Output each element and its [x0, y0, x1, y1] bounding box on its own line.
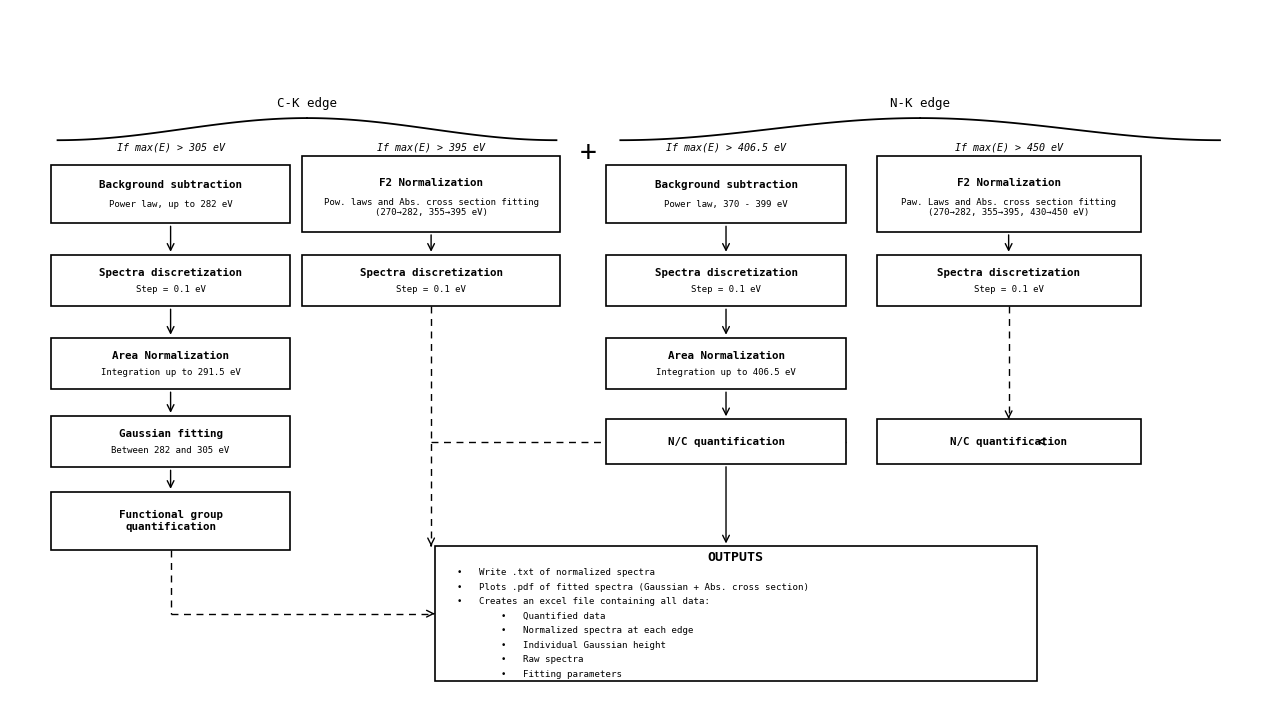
Text: •   Creates an excel file containing all data:: • Creates an excel file containing all d… — [457, 597, 710, 606]
Text: Background subtraction: Background subtraction — [654, 180, 797, 190]
Text: •   Quantified data: • Quantified data — [457, 611, 605, 621]
Text: If max(E) > 406.5 eV: If max(E) > 406.5 eV — [666, 143, 786, 152]
Text: Background subtraction: Background subtraction — [99, 180, 242, 190]
FancyBboxPatch shape — [877, 156, 1140, 232]
FancyBboxPatch shape — [607, 338, 846, 390]
Text: •   Plots .pdf of fitted spectra (Gaussian + Abs. cross section): • Plots .pdf of fitted spectra (Gaussian… — [457, 582, 809, 592]
Text: N-K edge: N-K edge — [890, 96, 950, 109]
Text: Power law, up to 282 eV: Power law, up to 282 eV — [109, 200, 233, 210]
Text: •   Normalized spectra at each edge: • Normalized spectra at each edge — [457, 626, 694, 635]
Text: Step = 0.1 eV: Step = 0.1 eV — [691, 285, 760, 294]
FancyBboxPatch shape — [877, 255, 1140, 307]
FancyBboxPatch shape — [302, 255, 561, 307]
Text: OUTPUTS: OUTPUTS — [708, 551, 764, 564]
Text: +: + — [580, 139, 596, 166]
Text: If max(E) > 450 eV: If max(E) > 450 eV — [955, 143, 1062, 152]
Text: N/C quantification: N/C quantification — [667, 436, 785, 446]
Text: Integration up to 406.5 eV: Integration up to 406.5 eV — [657, 369, 796, 377]
FancyBboxPatch shape — [435, 546, 1037, 681]
Text: F2 Normalization: F2 Normalization — [379, 178, 483, 188]
Text: Spectra discretization: Spectra discretization — [654, 268, 797, 278]
Text: •   Individual Gaussian height: • Individual Gaussian height — [457, 641, 666, 649]
FancyBboxPatch shape — [51, 415, 291, 467]
FancyBboxPatch shape — [877, 419, 1140, 464]
FancyBboxPatch shape — [607, 165, 846, 223]
Text: N/C quantification: N/C quantification — [950, 436, 1068, 446]
Text: Spectra discretization: Spectra discretization — [937, 268, 1080, 278]
Text: F2 Normalization: F2 Normalization — [956, 178, 1061, 188]
Text: Gaussian fitting: Gaussian fitting — [119, 429, 223, 438]
Text: Step = 0.1 eV: Step = 0.1 eV — [974, 285, 1043, 294]
FancyBboxPatch shape — [607, 419, 846, 464]
Text: C-K edge: C-K edge — [276, 96, 337, 109]
Text: Integration up to 291.5 eV: Integration up to 291.5 eV — [101, 369, 241, 377]
Text: •   Write .txt of normalized spectra: • Write .txt of normalized spectra — [457, 568, 655, 577]
Text: Spectra discretization: Spectra discretization — [99, 268, 242, 278]
Text: Area Normalization: Area Normalization — [113, 351, 229, 361]
Text: Step = 0.1 eV: Step = 0.1 eV — [397, 285, 466, 294]
FancyBboxPatch shape — [51, 255, 291, 307]
Text: Spectra discretization: Spectra discretization — [360, 268, 503, 278]
Text: If max(E) > 305 eV: If max(E) > 305 eV — [116, 143, 224, 152]
FancyBboxPatch shape — [302, 156, 561, 232]
Text: Paw. Laws and Abs. cross section fitting
(270→282, 355→395, 430→450 eV): Paw. Laws and Abs. cross section fitting… — [901, 198, 1116, 217]
FancyBboxPatch shape — [51, 165, 291, 223]
Text: Pow. laws and Abs. cross section fitting
(270→282, 355→395 eV): Pow. laws and Abs. cross section fitting… — [324, 198, 539, 217]
Text: Step = 0.1 eV: Step = 0.1 eV — [136, 285, 206, 294]
FancyBboxPatch shape — [51, 492, 291, 550]
Text: Power law, 370 - 399 eV: Power law, 370 - 399 eV — [664, 200, 787, 210]
FancyBboxPatch shape — [607, 255, 846, 307]
Text: •   Fitting parameters: • Fitting parameters — [457, 670, 622, 679]
FancyBboxPatch shape — [51, 338, 291, 390]
Text: If max(E) > 395 eV: If max(E) > 395 eV — [378, 143, 485, 152]
Text: Functional group
quantification: Functional group quantification — [119, 510, 223, 532]
Text: •   Raw spectra: • Raw spectra — [457, 655, 584, 664]
Text: Between 282 and 305 eV: Between 282 and 305 eV — [111, 446, 229, 455]
Text: Area Normalization: Area Normalization — [667, 351, 785, 361]
